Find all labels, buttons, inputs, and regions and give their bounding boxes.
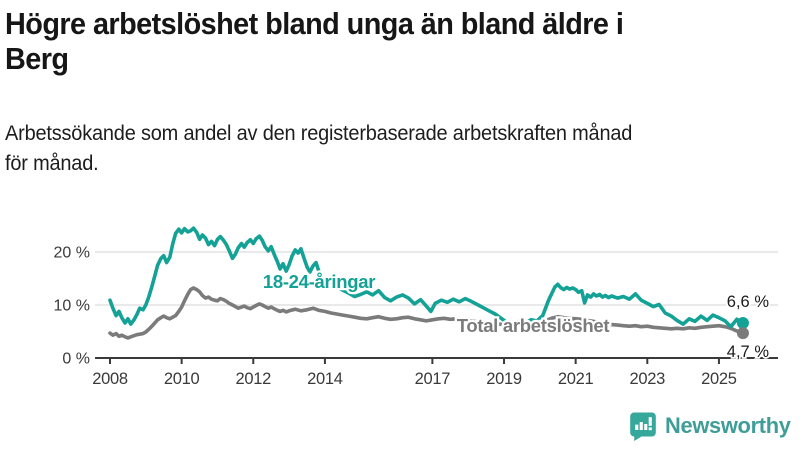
x-tick-label-2008: 2008	[92, 370, 128, 388]
chart-title-line2: Berg	[5, 41, 69, 76]
brand-wordmark: Newsworthy	[665, 413, 792, 438]
bar-tall	[644, 423, 648, 430]
bar-medium	[640, 421, 644, 430]
end-value-label-total: 4,7 %	[727, 343, 770, 361]
x-tick-label-2025: 2025	[701, 370, 737, 388]
x-tick-label-2017: 2017	[415, 370, 451, 388]
x-tick-label-2019: 2019	[486, 370, 522, 388]
x-tick-label-2021: 2021	[558, 370, 594, 388]
end-value-label-youth: 6,6 %	[727, 293, 770, 311]
y-tick-label-10pct: 10 %	[54, 298, 90, 315]
chart-header: Högre arbetslöshet bland unga än bland ä…	[0, 0, 800, 179]
x-tick-label-2023: 2023	[630, 370, 666, 388]
chart-title: Högre arbetslöshet bland unga än bland ä…	[5, 6, 737, 76]
bar-small	[635, 424, 639, 430]
series-line-total	[108, 286, 745, 340]
speech-bubble-shape	[630, 412, 657, 441]
x-tick-label-2012: 2012	[236, 370, 272, 388]
x-tick-label-2014: 2014	[307, 370, 343, 388]
series-label-youth: 18-24-åringar	[263, 271, 375, 292]
end-dot-total	[736, 327, 749, 340]
exclamation-stem	[649, 416, 653, 426]
y-tick-label-0pct: 0 %	[62, 351, 90, 368]
chart-subtitle-line1: Arbetssökande som andel av den registerb…	[5, 122, 633, 145]
chart-title-line1: Högre arbetslöshet bland unga än bland ä…	[5, 6, 624, 41]
newsworthy-bars-bubble-icon	[630, 412, 657, 441]
unemployment-line-chart: 2008 2010 2012 2014 2017 2019 2021 2023 2025 0 % 1…	[54, 226, 778, 388]
series-label-total: Total arbetslöshet	[457, 315, 610, 336]
y-tick-label-20pct: 20 %	[54, 245, 90, 262]
chart-subtitle: Arbetssökande som andel av den registerb…	[5, 119, 753, 179]
series-line-youth	[108, 226, 745, 329]
x-tick-label-2010: 2010	[164, 370, 200, 388]
chart-subtitle-line2: för månad.	[5, 152, 99, 175]
end-dot-youth	[736, 317, 749, 330]
newsworthy-logo: Newsworthy	[629, 406, 795, 446]
exclamation-dot	[649, 426, 653, 430]
